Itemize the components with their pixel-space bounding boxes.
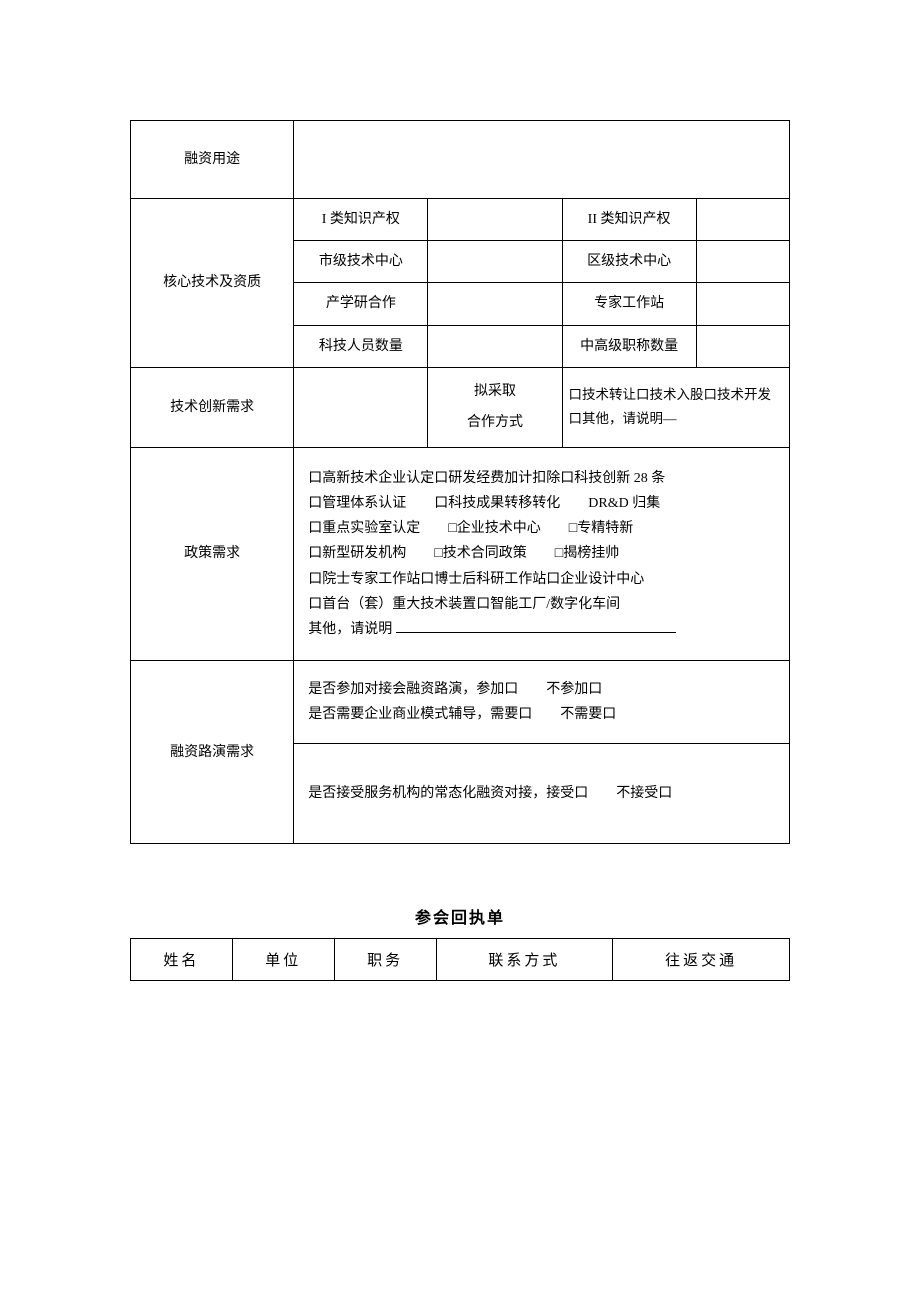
row-policy: 政策需求 口高新技术企业认定口研发经费加计扣除口科技创新 28 条 口管理体系认… <box>131 447 790 660</box>
coop-label-line2: 合作方式 <box>438 410 551 435</box>
policy-line-1: 口高新技术企业认定口研发经费加计扣除口科技创新 28 条 <box>308 466 775 491</box>
core-tech-right-1: II 类知识产权 <box>562 199 696 241</box>
core-tech-right-1-val[interactable] <box>696 199 789 241</box>
coop-label-line1: 拟采取 <box>438 379 551 404</box>
label-tech-innovation: 技术创新需求 <box>131 367 294 447</box>
core-tech-left-3: 产学研合作 <box>294 283 428 325</box>
policy-line-3: 口重点实验室认定 □企业技术中心 □专精特新 <box>308 516 775 541</box>
roadshow-q3: 是否接受服务机构的常态化融资对接，接受口 不接受口 <box>308 781 775 806</box>
receipt-h-name: 姓名 <box>131 939 233 981</box>
roadshow-q2: 是否需要企业商业模式辅导，需要口 不需要口 <box>308 702 775 727</box>
core-tech-right-2: 区级技术中心 <box>562 241 696 283</box>
core-tech-left-3-val[interactable] <box>428 283 562 325</box>
policy-line-4: 口新型研发机构 □技术合同政策 □揭榜挂帅 <box>308 541 775 566</box>
roadshow-q3-cell[interactable]: 是否接受服务机构的常态化融资对接，接受口 不接受口 <box>294 744 790 844</box>
core-tech-left-4-val[interactable] <box>428 325 562 367</box>
roadshow-q1: 是否参加对接会融资路演，参加口 不参加口 <box>308 677 775 702</box>
policy-line-2: 口管理体系认证 口科技成果转移转化 DR&D 归集 <box>308 491 775 516</box>
row-roadshow-1: 融资路演需求 是否参加对接会融资路演，参加口 不参加口 是否需要企业商业模式辅导… <box>131 661 790 744</box>
core-tech-left-2: 市级技术中心 <box>294 241 428 283</box>
core-tech-left-4: 科技人员数量 <box>294 325 428 367</box>
label-financing-purpose: 融资用途 <box>131 121 294 199</box>
main-form-table: 融资用途 核心技术及资质 I 类知识产权 II 类知识产权 市级技术中心 区级技… <box>130 120 790 844</box>
policy-other-text: 其他，请说明 <box>308 622 392 637</box>
policy-other-underline[interactable] <box>396 619 676 633</box>
row-tech-innovation: 技术创新需求 拟采取 合作方式 口技术转让口技术入股口技术开发口其他，请说明— <box>131 367 790 447</box>
policy-line-7: 其他，请说明 <box>308 617 775 642</box>
core-tech-right-4-val[interactable] <box>696 325 789 367</box>
row-core-tech-1: 核心技术及资质 I 类知识产权 II 类知识产权 <box>131 199 790 241</box>
receipt-h-position: 职务 <box>334 939 436 981</box>
policy-content[interactable]: 口高新技术企业认定口研发经费加计扣除口科技创新 28 条 口管理体系认证 口科技… <box>294 447 790 660</box>
label-core-tech: 核心技术及资质 <box>131 199 294 368</box>
receipt-h-transport: 往返交通 <box>613 939 790 981</box>
receipt-h-contact: 联系方式 <box>436 939 613 981</box>
tech-innovation-coop-label: 拟采取 合作方式 <box>428 367 562 447</box>
receipt-title: 参会回执单 <box>130 904 790 928</box>
policy-line-6: 口首台（套）重大技术装置口智能工厂/数字化车间 <box>308 592 775 617</box>
core-tech-left-1: I 类知识产权 <box>294 199 428 241</box>
core-tech-left-2-val[interactable] <box>428 241 562 283</box>
receipt-table: 姓名 单位 职务 联系方式 往返交通 <box>130 938 790 981</box>
core-tech-right-3: 专家工作站 <box>562 283 696 325</box>
label-roadshow: 融资路演需求 <box>131 661 294 844</box>
roadshow-q12[interactable]: 是否参加对接会融资路演，参加口 不参加口 是否需要企业商业模式辅导，需要口 不需… <box>294 661 790 744</box>
row-financing-purpose: 融资用途 <box>131 121 790 199</box>
receipt-header-row: 姓名 单位 职务 联系方式 往返交通 <box>131 939 790 981</box>
label-policy: 政策需求 <box>131 447 294 660</box>
core-tech-left-1-val[interactable] <box>428 199 562 241</box>
value-financing-purpose[interactable] <box>294 121 790 199</box>
tech-innovation-options[interactable]: 口技术转让口技术入股口技术开发口其他，请说明— <box>562 367 789 447</box>
core-tech-right-3-val[interactable] <box>696 283 789 325</box>
policy-line-5: 口院士专家工作站口博士后科研工作站口企业设计中心 <box>308 567 775 592</box>
core-tech-right-2-val[interactable] <box>696 241 789 283</box>
core-tech-right-4: 中高级职称数量 <box>562 325 696 367</box>
receipt-h-unit: 单位 <box>232 939 334 981</box>
tech-innovation-blank[interactable] <box>294 367 428 447</box>
